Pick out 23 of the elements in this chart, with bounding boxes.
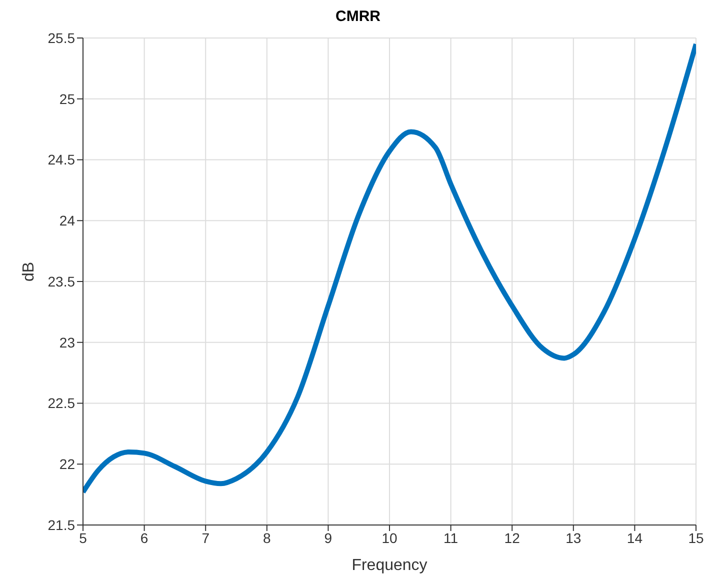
x-tick-label: 8 — [263, 530, 271, 546]
y-tick-label: 24 — [59, 212, 76, 229]
y-tick-label: 22 — [59, 456, 76, 472]
x-tick-label: 15 — [688, 530, 704, 546]
chart-title: CMRR — [334, 8, 382, 27]
x-axis-title: Frequency — [352, 557, 428, 574]
y-tick-label: 22.5 — [48, 395, 76, 412]
y-tick-label: 21.5 — [48, 516, 76, 533]
x-tick-label: 10 — [382, 530, 398, 546]
x-tick-label: 9 — [324, 530, 332, 546]
y-axis-title: dB — [20, 262, 38, 282]
y-tick-label: 25 — [59, 90, 76, 107]
x-tick-label: 12 — [504, 530, 520, 546]
x-tick-label: 5 — [79, 530, 88, 546]
y-tick-label: 25.5 — [48, 30, 76, 46]
y-tick-label: 23 — [59, 334, 76, 350]
x-tick-label: 11 — [444, 530, 458, 546]
x-tick-label: 6 — [140, 530, 148, 546]
x-tick-label: 13 — [566, 530, 582, 546]
x-tick-label: 7 — [202, 530, 210, 546]
y-tick-label: 24.5 — [48, 152, 76, 168]
y-tick-label: 23.5 — [48, 273, 76, 290]
x-tick-label: 14 — [626, 530, 643, 546]
